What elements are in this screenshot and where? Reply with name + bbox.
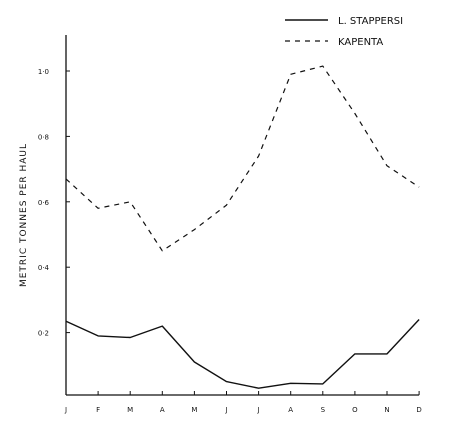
y-tick-label-4: 1·0: [38, 68, 49, 76]
series-layer: [65, 65, 420, 389]
series-line-kapenta: [65, 65, 420, 252]
y-tick-label-0: 0·2: [38, 330, 49, 338]
x-tick-label-8: S: [321, 406, 326, 414]
x-tick-label-3: A: [160, 406, 165, 414]
legend-label-l-stappersi: L. STAPPERSI: [338, 16, 403, 27]
x-tick-label-5: J: [224, 406, 227, 414]
series-line-l-stappersi: [65, 319, 420, 389]
legend: L. STAPPERSI KAPENTA: [285, 16, 403, 48]
y-tick-label-1: 0·4: [38, 264, 50, 272]
y-tick-label-2: 0·6: [38, 199, 50, 207]
y-tick-label-3: 0·8: [38, 133, 49, 141]
x-tick-label-2: M: [127, 406, 133, 414]
x-tick-label-9: O: [352, 406, 358, 414]
legend-label-kapenta: KAPENTA: [338, 37, 383, 48]
x-tick-label-10: N: [384, 406, 389, 414]
y-axis-title: METRIC TONNES PER HAUL: [19, 143, 29, 287]
x-tick-label-7: A: [288, 406, 293, 414]
axes: 0·2 0·4 0·6 0·8 1·0 J F M A M J J A S O N D: [38, 35, 422, 414]
x-tick-label-11: D: [416, 406, 421, 414]
x-tick-label-1: F: [96, 406, 100, 414]
x-tick-label-4: M: [191, 406, 197, 414]
x-tick-label-0: J: [64, 406, 67, 414]
x-tick-label-6: J: [257, 406, 260, 414]
